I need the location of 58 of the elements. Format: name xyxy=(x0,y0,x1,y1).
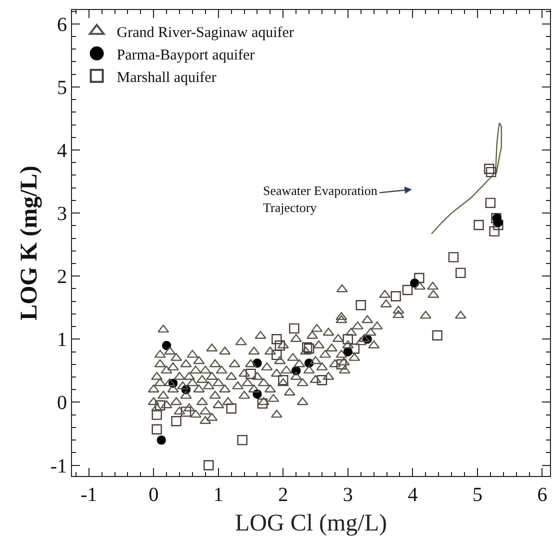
point xyxy=(342,334,354,344)
y-tick-label: 1 xyxy=(57,329,67,352)
y-tick-label: 2 xyxy=(57,266,67,288)
point xyxy=(162,340,172,350)
point xyxy=(237,434,248,446)
point xyxy=(156,435,166,445)
point xyxy=(494,218,503,228)
point xyxy=(432,330,442,340)
point xyxy=(489,226,500,236)
point xyxy=(414,272,424,284)
point xyxy=(226,403,236,414)
point xyxy=(278,375,288,386)
point xyxy=(410,278,420,288)
y-tick-label: 4 xyxy=(57,140,67,162)
point xyxy=(493,220,504,230)
x-tick-label: 3 xyxy=(342,484,353,506)
legend-label: Grand River-Saginaw aquifer xyxy=(116,24,294,41)
y-axis-title: LOG K (mg/L) xyxy=(16,166,42,320)
point xyxy=(272,334,282,344)
x-tick-label: 2 xyxy=(278,484,288,506)
x-tick-label: 6 xyxy=(537,484,548,506)
point xyxy=(486,166,496,178)
point xyxy=(316,375,328,386)
legend-label: Marshall aquifer xyxy=(116,70,216,86)
point xyxy=(152,424,162,434)
point xyxy=(356,300,366,310)
y-tick-label: 6 xyxy=(57,14,67,36)
point xyxy=(257,398,268,409)
point xyxy=(180,406,192,417)
point xyxy=(171,416,182,426)
y-tick-label: 3 xyxy=(57,203,67,226)
point xyxy=(456,268,466,278)
x-tick-label: 4 xyxy=(408,484,418,506)
x-tick-label: 5 xyxy=(472,484,482,506)
point xyxy=(336,359,347,370)
y-tick-label: -1 xyxy=(50,455,67,478)
annotation: Seawater Evaporation Trajectory xyxy=(263,183,378,215)
x-axis-title: LOG Cl (mg/L) xyxy=(235,510,387,536)
point xyxy=(152,410,162,420)
point xyxy=(204,460,214,470)
y-tick-label: 5 xyxy=(57,76,67,99)
point xyxy=(154,400,166,410)
y-tick-label: 0 xyxy=(57,392,67,414)
point xyxy=(484,164,494,174)
x-tick-label: -1 xyxy=(80,484,98,506)
point xyxy=(402,284,413,296)
point xyxy=(246,368,256,379)
point xyxy=(474,220,484,230)
legend-label: Parma-Bayport aquifer xyxy=(116,47,255,64)
point xyxy=(448,252,459,262)
line-series xyxy=(430,122,502,234)
point xyxy=(390,291,401,302)
point xyxy=(274,340,286,351)
x-tick-label: 1 xyxy=(213,484,224,506)
point xyxy=(485,198,496,208)
point xyxy=(272,350,282,360)
x-tick-label: 0 xyxy=(148,484,159,506)
point xyxy=(289,323,300,334)
